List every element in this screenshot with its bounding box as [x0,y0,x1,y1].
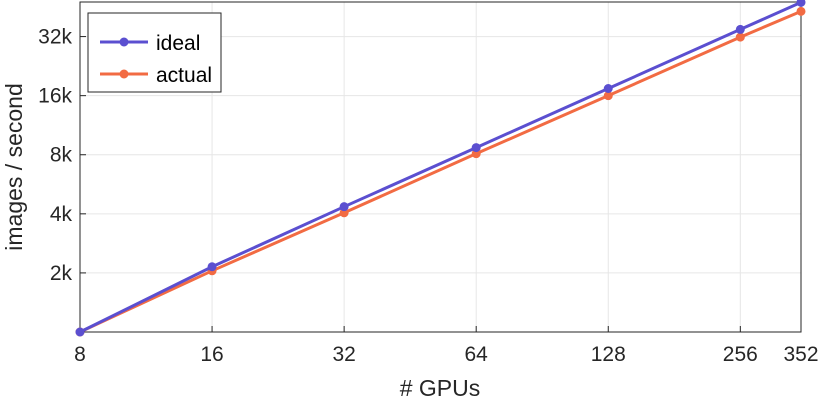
data-point-actual [603,91,613,101]
x-axis-label: # GPUs [400,375,481,401]
legend-actual-marker [119,69,129,79]
x-tick-label: 352 [783,343,818,366]
y-tick-label: 2k [50,262,73,285]
legend: ideal actual [87,12,222,93]
x-tick-label: 32 [332,343,355,366]
series [75,0,806,337]
legend-box [87,12,222,93]
y-tick-label: 16k [38,85,72,108]
data-point-ideal [796,0,806,7]
data-point-ideal [207,262,217,272]
data-point-ideal [339,202,349,212]
y-tick-label: 32k [38,26,72,49]
x-tick-label: 8 [74,343,86,366]
legend-ideal-label: ideal [156,32,200,55]
data-point-ideal [603,84,613,94]
y-axis-label: images / second [1,83,27,250]
data-point-ideal [735,24,745,34]
data-point-ideal [471,143,481,153]
x-tick-label: 128 [591,343,626,366]
data-point-actual [735,32,745,42]
x-tick-label: 256 [723,343,758,366]
y-tick-label: 8k [50,144,73,167]
legend-actual-label: actual [156,64,212,87]
data-point-actual [796,6,806,16]
x-tick-label: 64 [465,343,489,366]
data-point-ideal [75,327,85,337]
ticks: 8 16 32 64 128 256 352 2k 4k 8k 16k 32k [38,26,818,366]
x-tick-label: 16 [200,343,223,366]
plot-frame [79,1,802,333]
y-tick-label: 4k [50,203,73,226]
legend-ideal-marker [119,37,129,47]
